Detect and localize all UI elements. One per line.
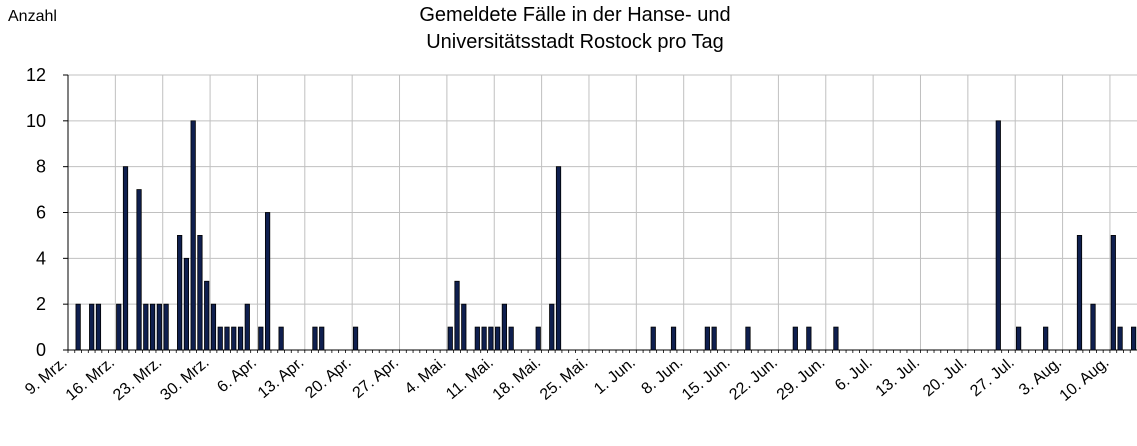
bar: [1110, 235, 1116, 351]
bar: [197, 235, 203, 351]
y-tick-label: 8: [36, 157, 46, 177]
x-tick-label: 27. Apr.: [350, 354, 402, 402]
x-tick-label: 15. Jun.: [679, 354, 734, 404]
bar: [488, 326, 494, 351]
bar: [143, 303, 149, 351]
x-tick-label: 16. Mrz.: [63, 354, 118, 404]
y-tick-label: 12: [26, 65, 46, 85]
bar: [670, 326, 677, 351]
y-tick-label: 2: [36, 294, 46, 314]
bar: [711, 326, 717, 351]
bar: [745, 326, 751, 351]
bar: [555, 166, 562, 351]
y-tick-label: 0: [36, 340, 46, 360]
bar: [1131, 326, 1137, 351]
x-tick-label: 13. Apr.: [255, 354, 307, 402]
chart-title: Gemeldete Fälle in der Hanse- und Univer…: [419, 4, 731, 53]
x-tick-label: 6. Apr.: [214, 354, 260, 396]
bar: [183, 257, 190, 351]
x-tick-label: 22. Jun.: [726, 354, 781, 404]
bar: [995, 120, 1001, 351]
bar: [650, 326, 656, 351]
x-tick-label: 29. Jun.: [774, 354, 829, 404]
y-tick-label: 6: [36, 203, 46, 223]
bar: [1090, 303, 1096, 351]
bar: [704, 326, 710, 351]
x-tick-label: 1. Jun.: [591, 354, 639, 398]
x-tick-label: 10. Aug.: [1057, 354, 1113, 405]
bar: [237, 326, 244, 351]
bar: [136, 189, 142, 351]
bar: [495, 326, 501, 351]
bar: [508, 326, 514, 351]
bar: [1117, 326, 1123, 351]
bar: [258, 326, 264, 351]
bar: [454, 280, 460, 351]
x-tick-label: 13. Jul.: [873, 354, 923, 400]
x-tick-label: 25. Mai.: [537, 354, 592, 404]
x-tick-label: 20. Apr.: [302, 354, 354, 402]
bar: [319, 326, 325, 351]
bar: [549, 303, 555, 351]
bar: [156, 303, 162, 351]
bar: [535, 326, 541, 351]
bar: [89, 303, 95, 351]
bar: [122, 166, 129, 351]
bar: [474, 326, 480, 351]
bar: [204, 280, 210, 351]
bar: [264, 212, 271, 351]
x-tick-label: 18. Mai.: [490, 354, 545, 404]
bar: [190, 120, 196, 351]
bar: [163, 303, 169, 351]
bar: [75, 303, 81, 351]
bar: [447, 326, 453, 351]
bar: [1015, 326, 1022, 351]
bar: [501, 303, 507, 351]
x-tick-label: 27. Jul.: [967, 354, 1017, 400]
bar: [1076, 235, 1083, 351]
bar: [461, 303, 467, 351]
bar: [352, 326, 359, 351]
bar: [792, 326, 798, 351]
x-tick-label: 6. Jul.: [832, 354, 876, 394]
bar: [244, 303, 250, 351]
bar: [833, 326, 839, 351]
bar: [149, 303, 156, 351]
bar: [481, 326, 487, 351]
y-tick-label: 4: [36, 248, 46, 268]
x-tick-label: 20. Jul.: [920, 354, 970, 400]
bar: [278, 326, 284, 351]
x-tick-label: 30. Mrz.: [157, 354, 212, 404]
bar: [231, 326, 237, 351]
y-axis-label: Anzahl: [8, 8, 57, 25]
bar: [806, 326, 812, 351]
bar: [95, 303, 102, 351]
bar: [1043, 326, 1049, 351]
bar: [177, 235, 183, 351]
bar: [224, 326, 230, 351]
bar: [116, 303, 122, 351]
y-tick-label: 10: [26, 111, 46, 131]
bar: [312, 326, 318, 351]
bar: [217, 326, 223, 351]
x-tick-label: 23. Mrz.: [110, 354, 165, 404]
x-tick-label: 4. Mai.: [402, 354, 450, 398]
bar: [210, 303, 217, 351]
x-tick-label: 11. Mai.: [443, 354, 497, 403]
